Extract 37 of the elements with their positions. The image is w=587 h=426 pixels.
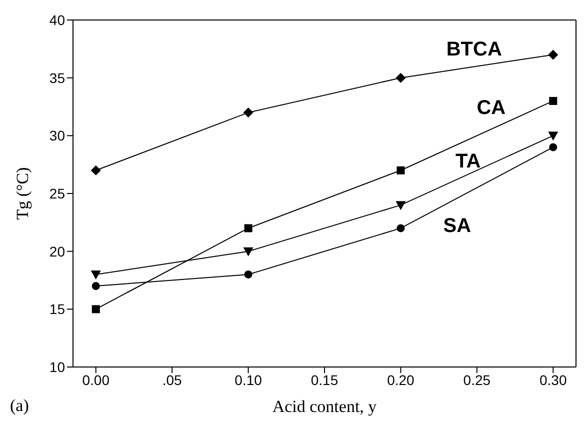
y-tick-label: 40 xyxy=(49,12,66,28)
text: (a) xyxy=(10,396,29,416)
y-tick-label: 20 xyxy=(49,243,66,260)
point xyxy=(396,201,406,210)
x-tick-label: 0.20 xyxy=(387,372,415,388)
point xyxy=(396,166,405,174)
series-label: BTCA xyxy=(446,38,502,61)
series-label: SA xyxy=(443,215,472,238)
x-tick-label: 0.00 xyxy=(82,372,110,388)
y-axis-title: Tg (°C) xyxy=(13,167,32,220)
point xyxy=(396,224,405,232)
point xyxy=(548,132,558,141)
point xyxy=(244,224,252,232)
point xyxy=(243,108,254,118)
point xyxy=(92,282,100,290)
y-tick-label: 35 xyxy=(49,70,66,86)
x-tick-label: 0.25 xyxy=(463,372,491,388)
point xyxy=(549,143,558,152)
point xyxy=(549,96,558,105)
x-axis-title: Acid content, y xyxy=(272,397,378,416)
point xyxy=(90,270,101,280)
x-tick-label: 0.30 xyxy=(540,372,567,388)
x-tick-label: 0.15 xyxy=(310,372,338,388)
point xyxy=(244,270,252,278)
series-label: CA xyxy=(476,96,506,119)
y-tick-label: 15 xyxy=(49,301,66,318)
point xyxy=(90,165,101,176)
x-tick-label: 0.10 xyxy=(234,372,262,388)
point xyxy=(92,305,100,314)
point xyxy=(243,247,254,256)
series-label: TA xyxy=(456,150,481,173)
point xyxy=(548,50,558,60)
x-tick-label: .05 xyxy=(162,372,182,388)
y-tick-label: 30 xyxy=(49,128,66,144)
y-tick-label: 25 xyxy=(49,185,66,202)
point xyxy=(396,72,406,83)
y-tick-label: 10 xyxy=(49,358,66,375)
